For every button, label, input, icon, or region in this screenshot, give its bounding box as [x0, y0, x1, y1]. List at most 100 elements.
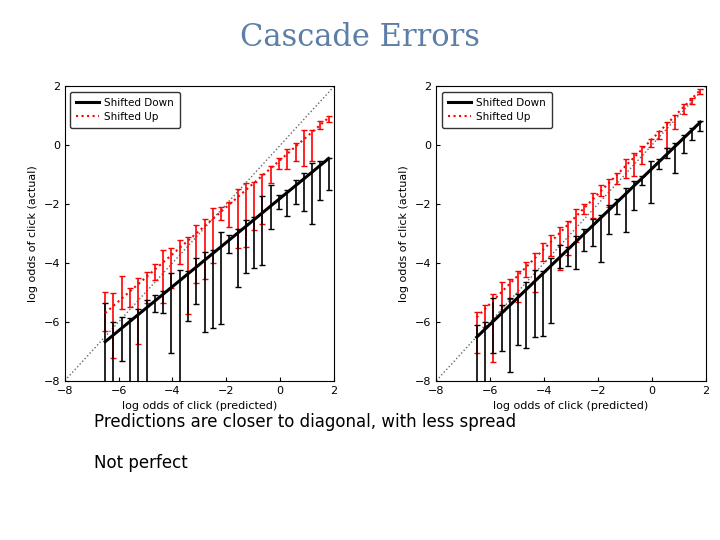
- Shifted Down: [184, 271, 192, 277]
- Text: Not perfect: Not perfect: [94, 454, 187, 471]
- Shifted Up: [242, 187, 251, 193]
- Shifted Up: [150, 266, 159, 273]
- Line: Shifted Up: Shifted Up: [105, 118, 328, 313]
- Shifted Up: [176, 245, 184, 251]
- Shifted Up: [580, 205, 589, 211]
- Shifted Down: [192, 264, 201, 271]
- Shifted Up: [250, 179, 258, 186]
- Shifted Down: [489, 318, 498, 325]
- Legend: Shifted Down, Shifted Up: Shifted Down, Shifted Up: [70, 92, 181, 129]
- Shifted Up: [688, 95, 696, 102]
- Shifted Up: [547, 238, 556, 245]
- Shifted Up: [217, 208, 225, 215]
- Shifted Up: [588, 196, 597, 202]
- Shifted Down: [481, 326, 490, 333]
- Shifted Down: [605, 206, 613, 213]
- Shifted Up: [621, 163, 630, 169]
- Shifted Down: [117, 325, 126, 332]
- Shifted Up: [200, 223, 209, 230]
- Shifted Up: [613, 171, 622, 178]
- Shifted Up: [472, 314, 481, 321]
- Shifted Up: [266, 165, 275, 172]
- Shifted Down: [597, 214, 606, 221]
- Shifted Up: [101, 310, 109, 316]
- Shifted Up: [539, 247, 547, 253]
- Shifted Down: [159, 291, 168, 298]
- Text: Cascade Errors: Cascade Errors: [240, 22, 480, 52]
- Shifted Up: [274, 158, 283, 164]
- Shifted Up: [307, 129, 316, 136]
- Line: Shifted Up: Shifted Up: [477, 90, 701, 318]
- Shifted Down: [242, 223, 251, 230]
- Shifted Down: [498, 310, 506, 316]
- Shifted Down: [283, 189, 292, 195]
- Shifted Down: [696, 119, 705, 125]
- Shifted Down: [531, 278, 539, 285]
- Shifted Up: [572, 213, 580, 220]
- Shifted Up: [184, 238, 192, 244]
- Shifted Down: [539, 270, 547, 276]
- Shifted Down: [225, 237, 234, 243]
- Y-axis label: log odds of click (actual): log odds of click (actual): [400, 165, 410, 302]
- Shifted Up: [638, 146, 647, 152]
- Shifted Down: [233, 230, 242, 237]
- Shifted Down: [316, 162, 325, 168]
- Shifted Up: [597, 188, 606, 194]
- Shifted Up: [531, 255, 539, 261]
- Shifted Down: [300, 176, 308, 182]
- Shifted Up: [291, 143, 300, 150]
- Shifted Down: [258, 210, 267, 216]
- Shifted Down: [324, 156, 333, 162]
- Shifted Up: [134, 281, 143, 287]
- Shifted Up: [696, 87, 705, 93]
- Shifted Down: [522, 286, 531, 293]
- Line: Shifted Down: Shifted Down: [477, 122, 701, 337]
- Shifted Up: [283, 151, 292, 157]
- Shifted Down: [472, 334, 481, 340]
- Shifted Down: [680, 135, 688, 141]
- Legend: Shifted Down, Shifted Up: Shifted Down, Shifted Up: [441, 92, 552, 129]
- Shifted Down: [564, 246, 572, 253]
- Line: Shifted Down: Shifted Down: [105, 159, 328, 342]
- Shifted Down: [176, 278, 184, 284]
- Shifted Down: [126, 318, 135, 325]
- Shifted Down: [274, 196, 283, 202]
- Shifted Up: [233, 194, 242, 200]
- Shifted Up: [522, 264, 531, 270]
- Shifted Down: [514, 294, 523, 301]
- Shifted Up: [514, 272, 523, 279]
- Shifted Up: [505, 280, 514, 287]
- Shifted Up: [605, 179, 613, 186]
- Shifted Down: [613, 199, 622, 205]
- Shifted Down: [572, 238, 580, 245]
- Shifted Down: [250, 217, 258, 223]
- Shifted Down: [134, 312, 143, 318]
- Shifted Down: [654, 159, 663, 165]
- Shifted Up: [663, 120, 672, 127]
- Shifted Down: [588, 222, 597, 229]
- Shifted Down: [663, 151, 672, 157]
- Shifted Down: [621, 191, 630, 197]
- Shifted Down: [671, 143, 680, 150]
- Shifted Down: [647, 167, 655, 173]
- Shifted Up: [647, 137, 655, 144]
- Y-axis label: log odds of click (actual): log odds of click (actual): [28, 165, 38, 302]
- Shifted Up: [109, 302, 118, 309]
- Shifted Down: [266, 202, 275, 209]
- Shifted Up: [630, 154, 639, 161]
- Shifted Up: [209, 215, 217, 222]
- Shifted Down: [291, 183, 300, 189]
- Shifted Down: [505, 302, 514, 308]
- Shifted Up: [126, 288, 135, 294]
- Shifted Down: [200, 257, 209, 264]
- Shifted Down: [555, 254, 564, 261]
- Shifted Up: [489, 297, 498, 303]
- Shifted Down: [109, 332, 118, 338]
- Shifted Down: [150, 298, 159, 304]
- Shifted Up: [481, 306, 490, 312]
- Shifted Down: [143, 305, 151, 311]
- Shifted Down: [638, 174, 647, 181]
- Shifted Down: [307, 169, 316, 176]
- Shifted Up: [564, 221, 572, 228]
- Shifted Down: [209, 250, 217, 256]
